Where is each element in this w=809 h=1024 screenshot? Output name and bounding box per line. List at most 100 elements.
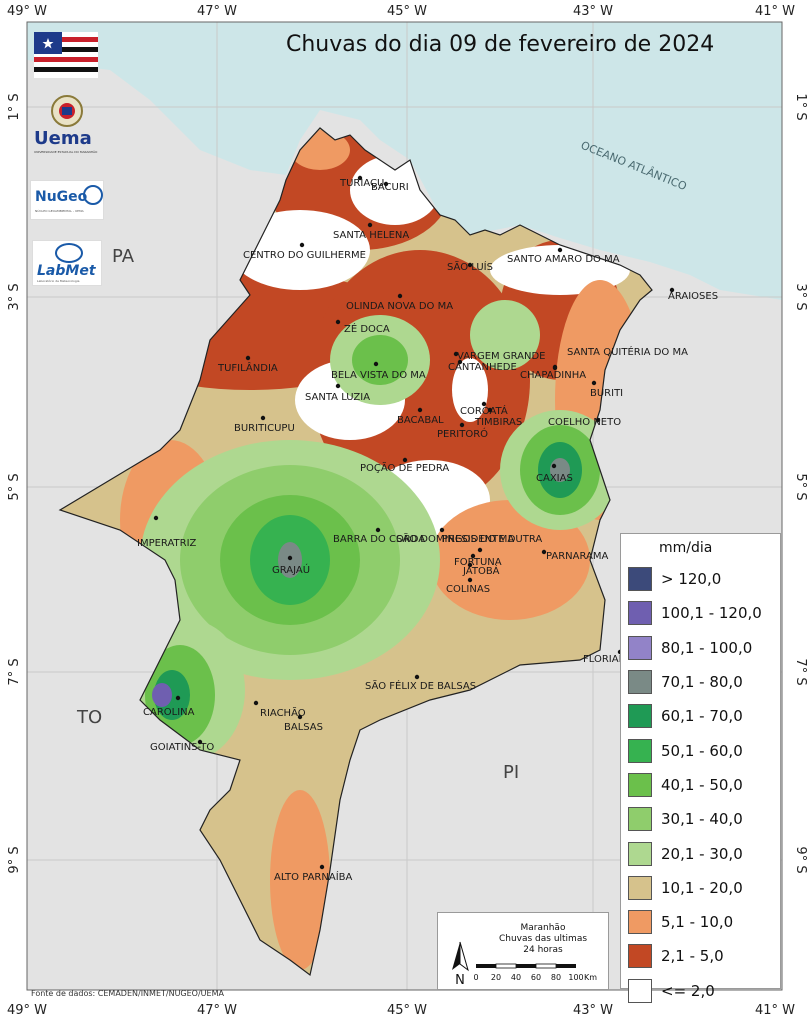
city-label: CANTANHEDE [448, 362, 517, 373]
city-label: FORTUNA [454, 557, 502, 568]
legend-label: 100,1 - 120,0 [661, 604, 762, 623]
city-marker [260, 415, 266, 421]
tick-label: 43° W [573, 4, 613, 19]
north-label: N [455, 973, 465, 986]
axis-top: 49° W 47° W 45° W 43° W 41° W [7, 4, 795, 19]
city-label: SÃO FÉLIX DE BALSAS [365, 679, 476, 692]
city-marker [487, 407, 493, 413]
city-marker [373, 361, 379, 367]
map-frame [26, 21, 783, 991]
city-label: BURITICUPU [234, 423, 295, 434]
city-label: PRESIDENTE DUTRA [442, 534, 542, 545]
city-marker [402, 457, 408, 463]
city-marker [414, 674, 420, 680]
city-marker [297, 714, 303, 720]
axis-bottom: 49° W 47° W 45° W 43° W 41° W [7, 1003, 795, 1018]
legend-label: 30,1 - 40,0 [661, 810, 743, 829]
city-label: CAROLINA [143, 707, 195, 718]
city-marker [551, 463, 557, 469]
city-label: BALSAS [284, 722, 323, 733]
rain-band-20-30 [470, 300, 540, 370]
city-marker [470, 553, 476, 559]
city-marker [335, 319, 341, 325]
axis-right: 1° S 3° S 5° S 7° S 9° S [793, 93, 808, 873]
region-label-pa: PA [112, 246, 135, 267]
state-border [58, 127, 653, 977]
tick-label: 43° W [573, 1003, 613, 1018]
legend-swatch [628, 772, 652, 797]
legend-swatch [628, 704, 652, 729]
city-marker [477, 547, 483, 553]
rain-band-70-80 [550, 458, 570, 482]
legend-swatch [628, 670, 652, 695]
tick-label: 1° S [7, 93, 22, 120]
uema-logo-text: Uema [34, 128, 92, 149]
rain-band-5-10 [270, 790, 330, 970]
tick-label: 3° S [7, 283, 22, 310]
legend-item: 30,1 - 40,0 [621, 802, 780, 836]
city-label: TIMBIRAS [474, 417, 522, 428]
legend-item: 80,1 - 100,0 [621, 631, 780, 665]
legend-item: 70,1 - 80,0 [621, 665, 780, 699]
scale-tick: 80 [551, 973, 561, 982]
labmet-logo-subtitle: Laboratório de Meteorologia [37, 279, 80, 283]
city-label: COELHO NETO [548, 417, 621, 428]
city-label: OLINDA NOVA DO MA [346, 301, 453, 312]
tick-label: 5° S [793, 473, 808, 500]
uema-logo-subtitle: UNIVERSIDADE ESTADUAL DO MARANHÃO [34, 150, 98, 154]
scale-tick: 40 [511, 973, 521, 982]
info-line: 24 horas [523, 945, 563, 955]
city-label: TURIAÇU [339, 178, 384, 189]
legend-item: 2,1 - 5,0 [621, 939, 780, 973]
city-label: SANTA HELENA [333, 230, 409, 241]
city-marker [367, 222, 373, 228]
scale-tick: 60 [531, 973, 541, 982]
rain-band-40-50 [352, 335, 408, 385]
city-label: IMPERATRIZ [137, 538, 197, 549]
city-marker [319, 864, 325, 870]
city-label: CAXIAS [536, 473, 573, 484]
city-label: PERITORÓ [437, 427, 488, 440]
city-label: CHAPADINHA [520, 370, 586, 381]
legend-label: <= 2,0 [661, 981, 715, 1000]
city-marker [467, 577, 473, 583]
city-marker [287, 555, 293, 561]
city-marker [591, 380, 597, 386]
city-marker [541, 549, 547, 555]
scale-tick: 100 [568, 973, 583, 982]
legend-item: 10,1 - 20,0 [621, 871, 780, 905]
satellite-icon [55, 243, 83, 263]
tick-label: 49° W [7, 1003, 47, 1018]
legend-item: 100,1 - 120,0 [621, 596, 780, 630]
rain-band-5-10 [430, 500, 590, 620]
north-arrow-icon: N [452, 941, 469, 986]
tick-label: 41° W [755, 1003, 795, 1018]
rain-band-lt2 [452, 358, 488, 422]
city-marker [552, 365, 558, 371]
scale-tick: 20 [491, 973, 501, 982]
city-label: PARNARAMA [546, 551, 609, 562]
tick-label: 7° S [793, 658, 808, 685]
city-label: BACURI [371, 182, 409, 193]
tick-label: 49° W [7, 4, 47, 19]
legend-swatch [628, 910, 652, 935]
city-marker [467, 262, 473, 268]
legend-swatch [628, 978, 652, 1003]
tick-label: 1° S [793, 93, 808, 120]
legend-swatch [628, 841, 652, 866]
city-label: SANTA QUITÉRIA DO MA [567, 345, 688, 358]
legend-item: 5,1 - 10,0 [621, 905, 780, 939]
city-marker [357, 175, 363, 181]
legend-label: 80,1 - 100,0 [661, 638, 753, 657]
city-label: BURITI [590, 388, 623, 399]
legend-swatch [628, 738, 652, 763]
legend-item: > 120,0 [621, 562, 780, 596]
tick-label: 41° W [755, 4, 795, 19]
scale-bar: 0 20 40 60 80 100 Km [473, 963, 597, 982]
tick-label: 45° W [387, 1003, 427, 1018]
map-title: Chuvas do dia 09 de fevereiro de 2024 [286, 32, 715, 57]
scale-ticks: 0 20 40 60 80 100 Km [473, 973, 597, 982]
info-line: Chuvas das ultimas [498, 934, 588, 944]
